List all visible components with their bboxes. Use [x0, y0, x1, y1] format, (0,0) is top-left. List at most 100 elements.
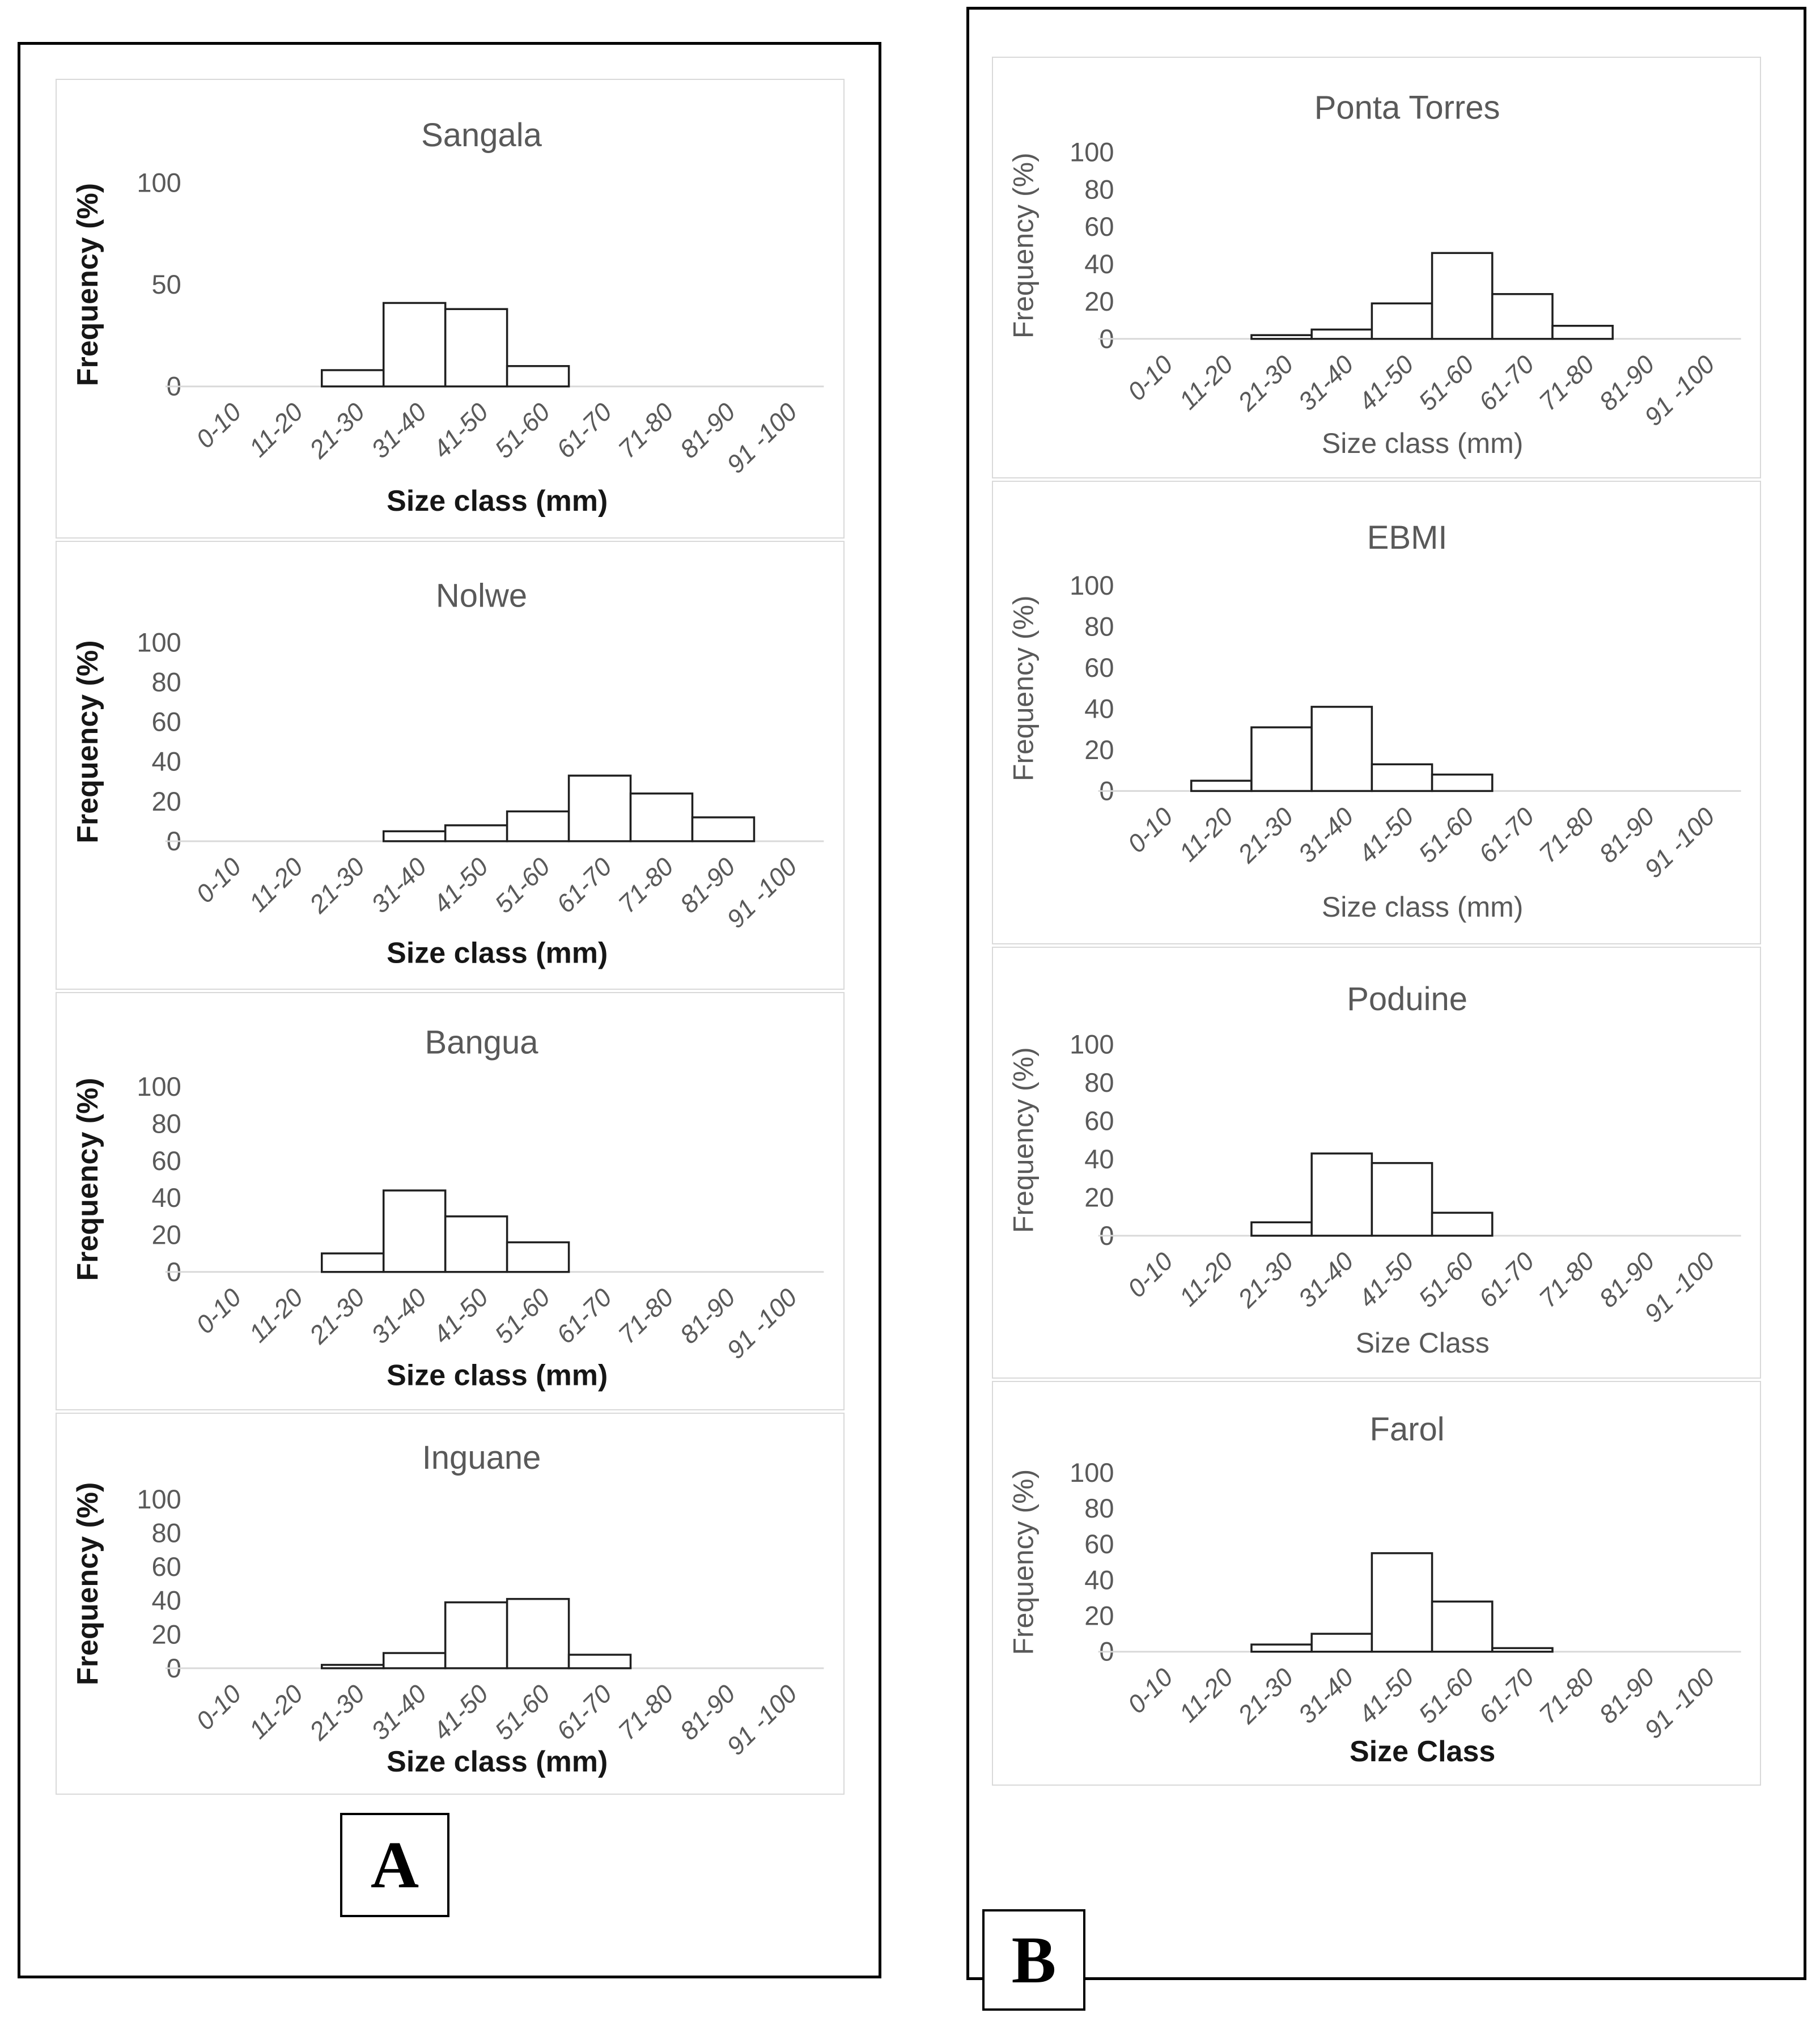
x-tick-label: 71-80	[1533, 802, 1600, 868]
x-tick-label: 21-30	[303, 852, 370, 919]
bar	[1431, 1211, 1494, 1237]
x-axis-title: Size class (mm)	[387, 1359, 608, 1392]
y-tick-label: 20	[152, 1219, 181, 1249]
panel-a-label: A	[370, 1828, 419, 1902]
bar	[1310, 328, 1373, 340]
y-tick-label: 100	[1070, 570, 1114, 600]
x-tick-label: 91 -100	[721, 1679, 803, 1761]
x-tick-label: 11-20	[243, 852, 308, 917]
x-tick-label: 61-70	[1473, 1247, 1539, 1313]
x-tick-label: 31-40	[1292, 1247, 1359, 1313]
y-axis-title: Frequency (%)	[71, 183, 104, 386]
bar	[629, 792, 694, 842]
y-tick-label: 20	[1084, 1601, 1114, 1631]
y-tick-label: 20	[1084, 1182, 1114, 1212]
y-axis-title: Frequency (%)	[1007, 595, 1039, 781]
x-tick-label: 41-50	[427, 397, 494, 464]
x-tick-label: 0-10	[1122, 1247, 1178, 1303]
x-tick-label: 41-50	[1352, 1663, 1419, 1729]
x-tick-label: 31-40	[366, 397, 432, 464]
chart-sangala: Sangala Frequency (%) 0 50 100 0-10 11-20 21-30…	[56, 79, 845, 539]
x-tick-label: 41-50	[427, 1283, 494, 1349]
bar	[506, 1597, 570, 1669]
chart-title: Poduine	[1347, 981, 1467, 1018]
x-tick-label: 71-80	[613, 1679, 679, 1745]
bar	[444, 1215, 508, 1273]
bar	[382, 830, 447, 842]
panel-b	[966, 7, 1806, 1980]
x-tick-label: 31-40	[1292, 1663, 1359, 1729]
y-tick-label: 20	[152, 1619, 181, 1649]
bar	[1250, 1643, 1313, 1653]
x-axis-title: Size class (mm)	[387, 485, 608, 518]
x-tick-label: 71-80	[613, 852, 679, 918]
x-tick-label: 51-60	[489, 397, 555, 464]
x-tick-label: 61-70	[551, 1283, 617, 1349]
bar	[1310, 1152, 1373, 1237]
chart-title: Sangala	[421, 117, 542, 154]
y-tick-label: 40	[1084, 249, 1114, 279]
y-tick-label: 80	[1084, 1067, 1114, 1097]
y-tick-label: 60	[152, 1146, 181, 1176]
bar	[1250, 334, 1313, 340]
y-tick-label: 80	[1084, 174, 1114, 204]
x-tick-label: 0-10	[190, 852, 247, 909]
y-axis-title: Frequency (%)	[71, 1482, 104, 1685]
bar	[1431, 252, 1494, 340]
y-tick-label: 20	[152, 786, 181, 816]
x-tick-label: 31-40	[1292, 802, 1359, 868]
x-tick-label: 41-50	[1352, 802, 1419, 868]
panel-a	[18, 42, 881, 1978]
y-tick-label: 40	[1084, 1144, 1114, 1174]
chart-title: Bangua	[425, 1024, 539, 1061]
y-tick-label: 100	[1070, 137, 1114, 167]
x-axis-title: Size class (mm)	[387, 1745, 608, 1778]
bar	[444, 308, 508, 388]
x-tick-label: 11-20	[1173, 1663, 1238, 1728]
x-tick-label: 0-10	[1122, 1663, 1178, 1719]
x-tick-label: 71-80	[613, 1283, 679, 1349]
bar	[1431, 1600, 1494, 1653]
bar	[444, 1601, 508, 1669]
panel-b-label-box: B	[982, 1909, 1085, 2011]
x-tick-label: 61-70	[1473, 350, 1539, 416]
bar	[567, 774, 632, 842]
x-tick-label: 21-30	[1232, 1247, 1299, 1313]
x-tick-label: 61-70	[551, 1679, 617, 1745]
bar	[1551, 324, 1614, 340]
x-tick-label: 11-20	[243, 397, 308, 463]
y-tick-label: 60	[152, 707, 181, 737]
chart-farol: Farol Frequency (%) 0 20 40 60 80 100 0-10 11-20 2…	[992, 1381, 1761, 1786]
bar	[444, 824, 508, 842]
y-tick-label: 100	[137, 627, 181, 657]
x-tick-label: 41-50	[427, 852, 494, 918]
y-tick-label: 100	[1070, 1457, 1114, 1487]
x-tick-label: 71-80	[1533, 350, 1600, 416]
x-tick-label: 21-30	[1232, 802, 1299, 868]
y-tick-label: 100	[137, 168, 181, 198]
x-tick-label: 71-80	[1533, 1663, 1600, 1729]
bar	[1190, 779, 1253, 792]
chart-poduine: Poduine Frequency (%) 0 20 40 60 80 100 0-10 11-2…	[992, 947, 1761, 1379]
x-tick-label: 21-30	[303, 397, 370, 464]
y-tick-label: 60	[1084, 1529, 1114, 1559]
y-tick-label: 80	[152, 1518, 181, 1548]
bar	[321, 1664, 385, 1669]
x-tick-label: 21-30	[1232, 1663, 1299, 1730]
x-tick-label: 41-50	[1352, 350, 1419, 416]
x-tick-label: 61-70	[551, 852, 617, 918]
x-tick-label: 0-10	[190, 1283, 247, 1340]
x-tick-label: 11-20	[243, 1283, 308, 1348]
y-tick-label: 80	[152, 667, 181, 697]
bar	[1371, 1162, 1433, 1237]
panel-a-label-box: A	[340, 1813, 449, 1917]
x-tick-label: 11-20	[243, 1679, 308, 1744]
bar	[382, 1652, 447, 1669]
x-tick-label: 61-70	[551, 397, 617, 464]
bar	[382, 1189, 447, 1273]
y-axis-title: Frequency (%)	[1007, 1047, 1039, 1233]
y-tick-label: 60	[1084, 211, 1114, 241]
